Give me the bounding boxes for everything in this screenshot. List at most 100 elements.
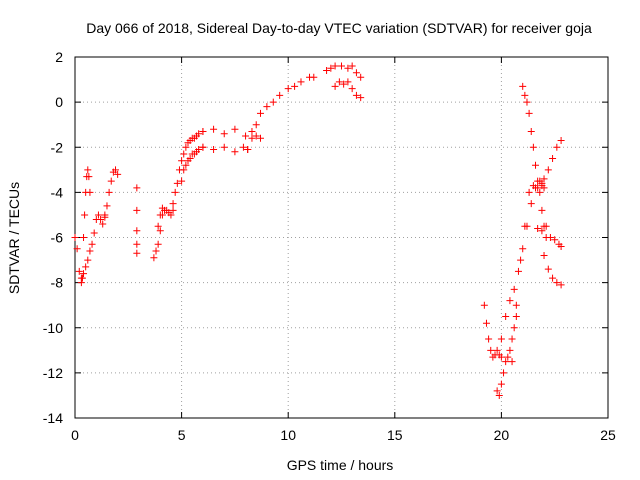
data-point <box>105 188 113 196</box>
x-tick-label: 25 <box>600 427 616 443</box>
data-point <box>186 155 194 163</box>
series-s12 <box>323 62 365 81</box>
series-s18 <box>519 82 550 241</box>
data-point <box>169 200 177 208</box>
data-point <box>84 256 92 264</box>
plot-frame <box>74 56 609 419</box>
data-point <box>84 166 92 174</box>
data-point <box>344 64 352 72</box>
chart-title: Day 066 of 2018, Sidereal Day-to-day VTE… <box>86 20 592 36</box>
data-point <box>542 222 550 230</box>
data-point <box>182 143 190 151</box>
data-point <box>244 146 252 154</box>
series-s3 <box>101 166 122 219</box>
data-point <box>335 78 343 86</box>
data-point <box>82 263 90 271</box>
data-point <box>557 243 565 251</box>
data-point <box>284 85 292 93</box>
data-point <box>512 312 520 320</box>
data-point <box>534 177 542 185</box>
data-point <box>114 170 122 178</box>
y-axis-label: SDTVAR / TECUs <box>6 182 22 294</box>
data-point <box>525 188 533 196</box>
data-point <box>133 227 141 235</box>
data-point <box>506 346 514 354</box>
data-point <box>352 91 360 99</box>
data-point <box>112 166 120 174</box>
data-point <box>504 353 512 361</box>
data-point <box>173 179 181 187</box>
data-point <box>158 204 166 212</box>
data-point <box>485 335 493 343</box>
series-s17 <box>508 182 546 366</box>
data-point <box>527 127 535 135</box>
data-point <box>551 236 559 244</box>
data-point <box>81 211 89 219</box>
data-point <box>340 80 348 88</box>
data-point <box>549 155 557 163</box>
data-point <box>297 78 305 86</box>
series-s16 <box>497 177 548 343</box>
data-point <box>248 134 256 142</box>
y-tick-label: -10 <box>43 320 63 336</box>
data-point <box>553 279 561 287</box>
data-point <box>90 229 98 237</box>
data-point <box>508 358 516 366</box>
data-point <box>540 252 548 260</box>
data-point <box>538 227 546 235</box>
data-point <box>154 240 162 248</box>
data-point <box>178 177 186 185</box>
data-point <box>357 94 365 102</box>
data-point <box>497 353 505 361</box>
data-point <box>256 109 264 117</box>
data-point <box>482 319 490 327</box>
series-s9 <box>199 125 264 142</box>
data-point <box>182 161 190 169</box>
data-point <box>508 335 516 343</box>
data-point <box>331 62 339 70</box>
series-s7 <box>169 127 207 208</box>
series-s21 <box>538 136 565 187</box>
data-point <box>544 166 552 174</box>
data-point <box>557 136 565 144</box>
data-point <box>239 143 247 151</box>
data-point <box>80 234 88 241</box>
data-point <box>497 380 505 388</box>
y-tick-label: -8 <box>51 275 64 291</box>
data-point <box>519 82 527 90</box>
data-point <box>178 157 186 165</box>
y-tick-label: -12 <box>43 365 63 381</box>
data-point <box>521 91 529 99</box>
data-point <box>534 224 542 232</box>
data-point <box>199 127 207 135</box>
data-point <box>487 346 495 354</box>
data-point <box>529 143 537 151</box>
data-point <box>220 130 228 138</box>
data-point <box>534 184 542 192</box>
data-point <box>99 220 107 228</box>
data-point <box>220 143 228 151</box>
data-point <box>506 297 514 305</box>
series-s15 <box>493 312 520 399</box>
data-point <box>525 109 533 117</box>
series-s8 <box>178 143 207 185</box>
grid <box>75 57 608 418</box>
series-s14 <box>480 301 505 361</box>
data-point <box>344 78 352 86</box>
data-point <box>86 247 94 255</box>
x-axis-label: GPS time / hours <box>287 457 394 473</box>
series-s10 <box>199 143 252 156</box>
data-point <box>495 391 503 399</box>
data-point <box>514 267 522 275</box>
data-point <box>527 200 535 208</box>
data-point <box>133 184 141 192</box>
y-tick-label: -14 <box>43 410 63 426</box>
data-point <box>517 256 525 264</box>
data-points <box>71 62 565 399</box>
data-point <box>97 215 105 223</box>
data-point <box>156 211 164 219</box>
data-point <box>269 98 277 106</box>
data-point <box>195 130 203 138</box>
